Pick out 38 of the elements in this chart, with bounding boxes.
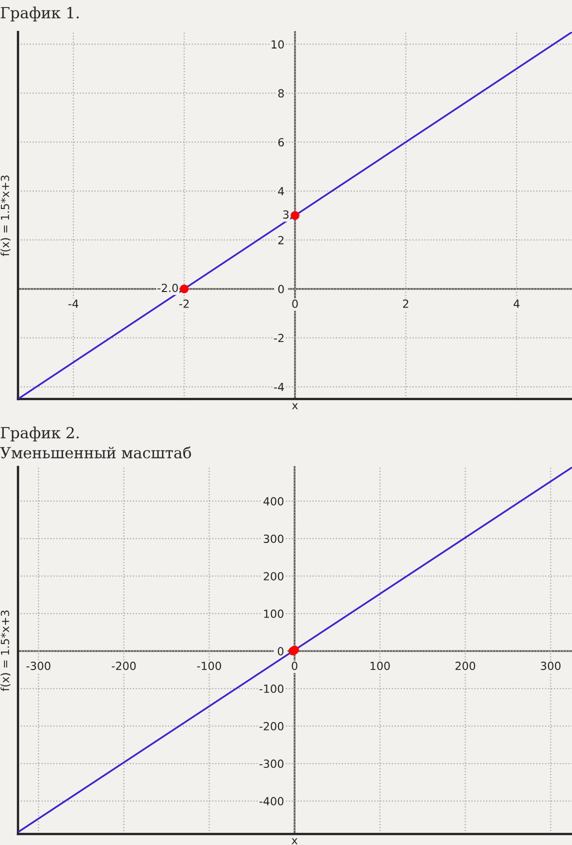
y-axis-title: f(x) = 1.5*x+3 bbox=[0, 176, 11, 256]
x-tick-label: -300 bbox=[26, 662, 50, 670]
y-tick-label: 400 bbox=[263, 497, 284, 506]
y-tick-label: 2 bbox=[278, 236, 284, 244]
x-axis-title: x bbox=[292, 403, 298, 410]
y-tick-label: -200 bbox=[259, 722, 284, 730]
annotation: 3 bbox=[283, 210, 289, 219]
x-tick-label: 200 bbox=[456, 662, 476, 670]
annotation: -2.0 bbox=[158, 284, 178, 292]
y-tick-label: -4 bbox=[274, 382, 284, 391]
y-tick-label: -100 bbox=[259, 684, 284, 693]
y-tick-label: 300 bbox=[264, 534, 284, 543]
x-tick-label: -4 bbox=[68, 300, 78, 308]
x-axis-title: x bbox=[292, 838, 298, 844]
y-tick-label: -2 bbox=[274, 334, 284, 342]
y-tick-label: 0 bbox=[278, 284, 284, 294]
x-tick-label: 100 bbox=[370, 662, 390, 670]
y-tick-label: 6 bbox=[278, 138, 284, 146]
y-axis-title: f(x) = 1.5*x+3 bbox=[0, 610, 11, 692]
x-tick-label: -100 bbox=[197, 662, 222, 670]
x-tick-label: 4 bbox=[514, 300, 520, 308]
chart-title: График 2. bbox=[0, 426, 79, 442]
chart-title: График 1. bbox=[0, 6, 79, 22]
x-tick-label: 300 bbox=[540, 662, 561, 670]
y-tick-label: 4 bbox=[278, 187, 284, 196]
y-tick-label: 100 bbox=[264, 610, 284, 618]
x-tick-label: 0 bbox=[292, 662, 298, 670]
x-tick-label: -200 bbox=[112, 662, 136, 670]
y-tick-label: 8 bbox=[278, 89, 284, 98]
chart-subtitle: Уменьшенный масштаб bbox=[0, 446, 192, 458]
y-tick-label: 10 bbox=[272, 40, 284, 49]
x-tick-label: -2 bbox=[179, 300, 189, 308]
x-tick-label: 2 bbox=[403, 300, 408, 308]
y-tick-label: -400 bbox=[259, 796, 284, 806]
x-tick-label: 0 bbox=[292, 300, 298, 308]
y-tick-label: -300 bbox=[259, 760, 284, 768]
y-tick-label: 200 bbox=[264, 572, 284, 580]
y-tick-label: 0 bbox=[278, 647, 284, 656]
